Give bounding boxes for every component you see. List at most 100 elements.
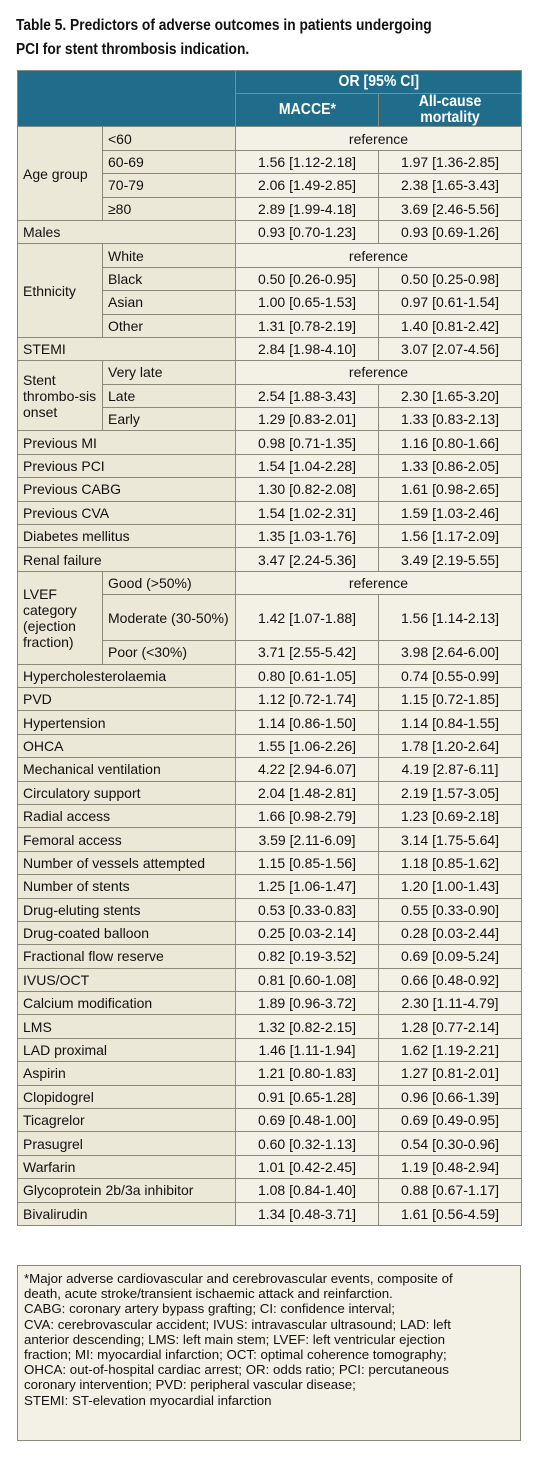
table-row: Ethnicity White reference bbox=[17, 243, 523, 338]
macce-value: 1.14 [0.86-1.50] bbox=[235, 710, 379, 735]
row-label-males: Males bbox=[17, 219, 236, 245]
macce-value: 2.89 [1.99-4.18] bbox=[235, 196, 379, 221]
sub-label: Very late bbox=[102, 360, 236, 385]
sub-label: Good (>50%) bbox=[102, 570, 236, 596]
row-label-stemi: STEMI bbox=[17, 336, 236, 362]
macce-value: 0.91 [0.65-1.28] bbox=[235, 1084, 379, 1110]
macce-value: 1.00 [0.65-1.53] bbox=[235, 290, 379, 315]
macce-value: 0.60 [0.32-1.13] bbox=[235, 1131, 379, 1156]
footnote-line: CVA: cerebrovascular accident; IVUS: int… bbox=[24, 1316, 451, 1332]
macce-value: 1.56 [1.12-2.18] bbox=[235, 149, 379, 175]
table-row: 70-79 2.06 [1.49-2.85] 2.38 [1.65-3.43] bbox=[18, 173, 523, 198]
mortality-value: 1.62 [1.19-2.21] bbox=[377, 1037, 523, 1063]
table-row: Asian 1.00 [0.65-1.53] 0.97 [0.61-1.54] bbox=[18, 290, 523, 315]
table-row: Moderate (30-50%) 1.42 [1.07-1.88] 1.56 … bbox=[18, 594, 523, 642]
mid-rows: Previous MI 0.98 [0.71-1.35] 1.16 [0.80-1.… bbox=[17, 430, 523, 572]
mortality-value: 1.16 [0.80-1.66] bbox=[377, 430, 523, 455]
mortality-value: 1.33 [0.86-2.05] bbox=[377, 453, 523, 479]
row-label: Previous CABG bbox=[17, 477, 236, 502]
table-row: Warfarin 1.01 [0.42-2.45] 1.19 [0.48-2.94] bbox=[17, 1154, 523, 1180]
mortality-value: 1.56 [1.14-2.13] bbox=[377, 594, 523, 642]
mortality-value: 1.56 [1.17-2.09] bbox=[377, 524, 523, 549]
macce-value: 0.53 [0.33-0.83] bbox=[235, 897, 379, 922]
macce-value: 3.47 [2.24-5.36] bbox=[235, 547, 379, 572]
table-row: Glycoprotein 2b/3a inhibitor 1.08 [0.84-1… bbox=[17, 1178, 523, 1203]
mortality-value: 1.15 [0.72-1.85] bbox=[377, 686, 523, 712]
reference-cell: reference bbox=[234, 126, 523, 151]
table-row: Clopidogrel 0.91 [0.65-1.28] 0.96 [0.66-1.… bbox=[17, 1084, 523, 1110]
table-row: Aspirin 1.21 [0.80-1.83] 1.27 [0.81-2.01] bbox=[17, 1061, 523, 1086]
table-row: Hypertension 1.14 [0.86-1.50] 1.14 [0.84-1… bbox=[17, 710, 523, 735]
mortality-value: 2.30 [1.11-4.79] bbox=[377, 991, 523, 1016]
row-label: Renal failure bbox=[17, 547, 236, 572]
mortality-value: 3.98 [2.64-6.00] bbox=[377, 640, 523, 665]
row-label: LMS bbox=[17, 1014, 236, 1039]
row-label: Drug-eluting stents bbox=[17, 897, 236, 922]
row-label: PVD bbox=[17, 686, 236, 712]
table-row: LMS 1.32 [0.82-2.15] 1.28 [0.77-2.14] bbox=[17, 1014, 523, 1039]
table-row: Early 1.29 [0.83-2.01] 1.33 [0.83-2.13] bbox=[18, 407, 523, 432]
row-label: Glycoprotein 2b/3a inhibitor bbox=[17, 1178, 236, 1203]
table-row: Previous MI 0.98 [0.71-1.35] 1.16 [0.80-1.… bbox=[17, 430, 523, 455]
macce-value: 0.98 [0.71-1.35] bbox=[235, 430, 379, 455]
sub-label: <60 bbox=[102, 126, 236, 151]
macce-value: 1.54 [1.02-2.31] bbox=[235, 500, 379, 526]
macce-value: 2.84 [1.98-4.10] bbox=[235, 336, 379, 362]
sub-label: Poor (<30%) bbox=[102, 640, 236, 665]
table-caption: Table 5. Predictors of adverse outcomes … bbox=[16, 14, 455, 62]
header-row-cols: MACCE* All-cause mortality bbox=[18, 93, 523, 128]
mortality-value: 0.88 [0.67-1.17] bbox=[377, 1178, 523, 1203]
caption-line-2: PCI for stent thrombosis indication. bbox=[16, 41, 250, 58]
row-label-ethnicity: Ethnicity bbox=[17, 243, 103, 338]
macce-value: 0.80 [0.61-1.05] bbox=[235, 663, 379, 688]
mortality-value: 0.54 [0.30-0.96] bbox=[377, 1131, 523, 1156]
table-row: Bivalirudin 1.34 [0.48-3.71] 1.61 [0.56-4.… bbox=[17, 1201, 523, 1226]
table-row: Previous CABG 1.30 [0.82-2.08] 1.61 [0.98-… bbox=[17, 477, 523, 502]
mortality-value: 1.33 [0.83-2.13] bbox=[377, 407, 523, 432]
macce-value: 1.32 [0.82-2.15] bbox=[235, 1014, 379, 1039]
row-label: Calcium modification bbox=[17, 991, 236, 1016]
footnote-line: CABG: coronary artery bypass grafting; C… bbox=[24, 1301, 396, 1317]
table-row: Poor (<30%) 3.71 [2.55-5.42] 3.98 [2.64-… bbox=[18, 640, 523, 665]
macce-value: 1.30 [0.82-2.08] bbox=[235, 477, 379, 502]
mortality-value: 0.97 [0.61-1.54] bbox=[377, 290, 523, 315]
mortality-value: 1.40 [0.81-2.42] bbox=[377, 313, 523, 338]
table-footnote: *Major adverse cardiovascular and cerebr… bbox=[17, 1265, 521, 1441]
footnote-line: coronary intervention; PVD: peripheral v… bbox=[24, 1377, 356, 1393]
row-label: Previous MI bbox=[17, 430, 236, 455]
header-or-ci: OR [95% CI] bbox=[234, 69, 523, 95]
table-row: Other 1.31 [0.78-2.19] 1.40 [0.81-2.42] bbox=[18, 313, 523, 338]
footnote-line: death, acute stroke/transient ischaemic … bbox=[24, 1286, 393, 1302]
macce-value: 1.01 [0.42-2.45] bbox=[235, 1154, 379, 1180]
sub-label: Black bbox=[102, 266, 236, 292]
table-row: Late 2.54 [1.88-3.43] 2.30 [1.65-3.20] bbox=[18, 383, 523, 409]
table-row: STEMI 2.84 [1.98-4.10] 3.07 [2.07-4.56] bbox=[17, 336, 523, 362]
row-label-age-group: Age group bbox=[17, 126, 103, 221]
table-row: Age group <60 reference bbox=[17, 126, 523, 221]
row-label: Prasugrel bbox=[17, 1131, 236, 1156]
header-blank-cell bbox=[17, 69, 236, 128]
mortality-value: 2.30 [1.65-3.20] bbox=[377, 383, 523, 409]
footnote-line: anterior descending; LMS: left main stem… bbox=[24, 1331, 446, 1347]
macce-value: 1.35 [1.03-1.76] bbox=[235, 524, 379, 549]
header-macce: MACCE* bbox=[235, 93, 379, 128]
sub-label: Other bbox=[102, 313, 236, 338]
mortality-value: 1.61 [0.98-2.65] bbox=[377, 477, 523, 502]
table-row: Number of stents 1.25 [1.06-1.47] 1.20 [1.… bbox=[17, 874, 523, 899]
row-label: Fractional flow reserve bbox=[17, 944, 236, 969]
sub-label: White bbox=[102, 243, 236, 268]
row-label: Femoral access bbox=[17, 827, 236, 852]
table-row: Number of vessels attempted 1.15 [0.85-1.… bbox=[17, 850, 523, 876]
table-row: Diabetes mellitus 1.35 [1.03-1.76] 1.56 [1… bbox=[17, 524, 523, 549]
row-label: Aspirin bbox=[17, 1061, 236, 1086]
caption-line-1: Table 5. Predictors of adverse outcomes … bbox=[16, 17, 432, 34]
row-label: Number of vessels attempted bbox=[17, 850, 236, 876]
mortality-value: 1.20 [1.00-1.43] bbox=[377, 874, 523, 899]
macce-value: 0.50 [0.26-0.95] bbox=[235, 266, 379, 292]
footnote-line: *Major adverse cardiovascular and cerebr… bbox=[24, 1271, 453, 1286]
macce-value: 0.25 [0.03-2.14] bbox=[235, 920, 379, 946]
row-label: Circulatory support bbox=[17, 780, 236, 805]
macce-value: 4.22 [2.94-6.07] bbox=[235, 757, 379, 782]
row-label: Previous CVA bbox=[17, 500, 236, 526]
row-label: Warfarin bbox=[17, 1154, 236, 1180]
